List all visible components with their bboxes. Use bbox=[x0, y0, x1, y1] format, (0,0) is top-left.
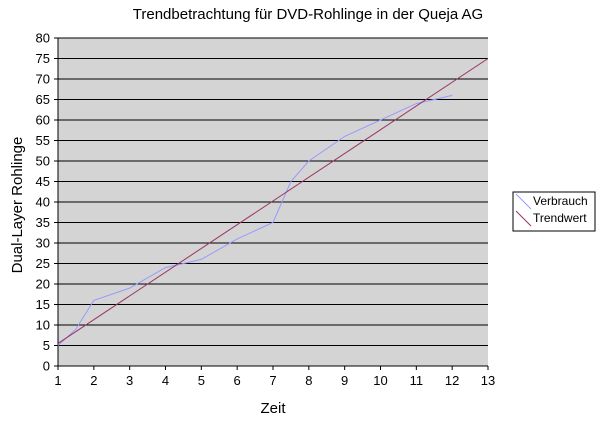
y-tick-label: 25 bbox=[36, 256, 50, 271]
series-line-trendwert bbox=[57, 58, 489, 344]
y-axis-label: Dual-Layer Rohlinge bbox=[9, 137, 26, 274]
x-tick-label: 13 bbox=[481, 373, 495, 388]
y-tick-label: 60 bbox=[36, 113, 50, 128]
y-tick-label: 55 bbox=[36, 133, 50, 148]
y-tick-label: 30 bbox=[36, 236, 50, 251]
x-tick-label: 1 bbox=[54, 373, 61, 388]
legend-label-verbrauch: Verbrauch bbox=[533, 194, 588, 208]
gridlines bbox=[58, 37, 488, 346]
y-tick-label: 75 bbox=[36, 51, 50, 66]
x-tick-label: 2 bbox=[90, 373, 97, 388]
series-line-verbrauch bbox=[57, 94, 453, 346]
chart-title: Trendbetrachtung für DVD-Rohlinge in der… bbox=[133, 6, 483, 23]
x-tick-label: 4 bbox=[162, 373, 169, 388]
x-tick-label: 12 bbox=[445, 373, 459, 388]
legend-swatch-verbrauch bbox=[515, 193, 532, 210]
x-tick-label: 5 bbox=[198, 373, 205, 388]
x-tick-label: 6 bbox=[234, 373, 241, 388]
legend-label-trendwert: Trendwert bbox=[533, 211, 587, 225]
x-tick-label: 3 bbox=[126, 373, 133, 388]
x-tick-label: 7 bbox=[269, 373, 276, 388]
legend-box bbox=[512, 191, 596, 232]
y-tick-label: 20 bbox=[36, 277, 50, 292]
y-tick-label: 10 bbox=[36, 318, 50, 333]
x-axis-label: Zeit bbox=[260, 400, 286, 417]
y-tick-label: 40 bbox=[36, 195, 50, 210]
y-tick-label: 50 bbox=[36, 154, 50, 169]
legend: Verbrauch Trendwert bbox=[512, 191, 596, 232]
y-tick-label: 5 bbox=[43, 338, 50, 353]
y-tick-label: 65 bbox=[36, 92, 50, 107]
x-tick-labels: 1 2 3 4 5 6 7 8 9 10 11 12 13 bbox=[54, 373, 495, 388]
y-tick-label: 70 bbox=[36, 72, 50, 87]
x-tick-label: 11 bbox=[410, 373, 424, 388]
x-tick-label: 8 bbox=[305, 373, 312, 388]
x-tick-label: 10 bbox=[373, 373, 387, 388]
y-tick-label: 35 bbox=[36, 215, 50, 230]
legend-swatch-trendwert bbox=[515, 210, 532, 227]
y-tick-labels: 0 5 10 15 20 25 30 35 40 45 50 55 60 65 70 75 80 bbox=[36, 31, 50, 374]
y-tick-label: 15 bbox=[36, 297, 50, 312]
y-tick-label: 45 bbox=[36, 174, 50, 189]
x-tick-label: 9 bbox=[341, 373, 348, 388]
y-tick-label: 80 bbox=[36, 31, 50, 46]
y-tick-label: 0 bbox=[43, 359, 50, 374]
axes bbox=[54, 37, 489, 370]
series-lines bbox=[57, 58, 489, 346]
